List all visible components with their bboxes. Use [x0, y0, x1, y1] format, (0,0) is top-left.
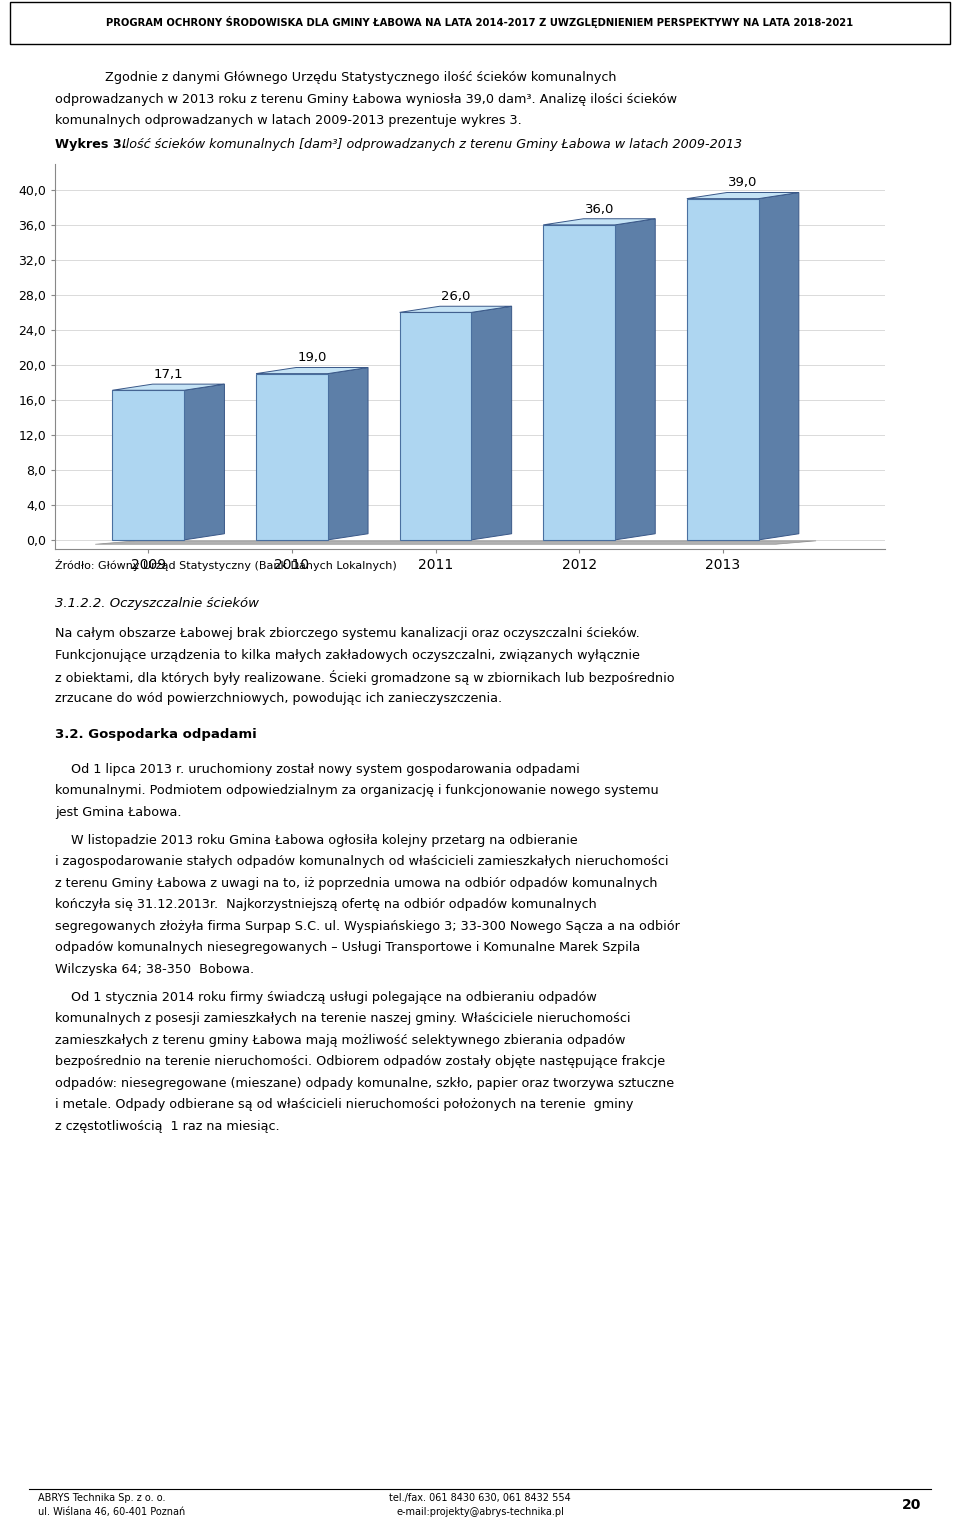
Text: 17,1: 17,1 [154, 368, 183, 382]
Text: Od 1 stycznia 2014 roku firmy świadczą usługi polegające na odbieraniu odpadów: Od 1 stycznia 2014 roku firmy świadczą u… [55, 991, 597, 1003]
Polygon shape [184, 385, 225, 540]
Text: z częstotliwością  1 raz na miesiąc.: z częstotliwością 1 raz na miesiąc. [55, 1120, 279, 1133]
Text: zamieszkałych z terenu gminy Łabowa mają możliwość selektywnego zbierania odpadó: zamieszkałych z terenu gminy Łabowa mają… [55, 1034, 625, 1047]
Bar [256, 374, 327, 540]
Text: bezpośrednio na terenie nieruchomości. Odbiorem odpadów zostały objęte następują: bezpośrednio na terenie nieruchomości. O… [55, 1056, 665, 1068]
Polygon shape [758, 192, 799, 540]
Text: ABRYS Technika Sp. z o. o.
ul. Wiślana 46, 60-401 Poznań: ABRYS Technika Sp. z o. o. ul. Wiślana 4… [38, 1493, 185, 1517]
Text: segregowanych złożyła firma Surpap S.C. ul. Wyspiańskiego 3; 33-300 Nowego Sącza: segregowanych złożyła firma Surpap S.C. … [55, 920, 680, 933]
Polygon shape [112, 385, 225, 391]
Text: 20: 20 [902, 1497, 922, 1513]
Text: komunalnych odprowadzanych w latach 2009-2013 prezentuje wykres 3.: komunalnych odprowadzanych w latach 2009… [55, 114, 521, 128]
Polygon shape [471, 306, 512, 540]
Text: z terenu Gminy Łabowa z uwagi na to, iż poprzednia umowa na odbiór odpadów komun: z terenu Gminy Łabowa z uwagi na to, iż … [55, 877, 658, 890]
Text: 26,0: 26,0 [441, 291, 470, 303]
Text: tel./fax. 061 8430 630, 061 8432 554
e-mail:projekty@abrys-technika.pl: tel./fax. 061 8430 630, 061 8432 554 e-m… [389, 1493, 571, 1517]
Text: W listopadzie 2013 roku Gmina Łabowa ogłosiła kolejny przetarg na odbieranie: W listopadzie 2013 roku Gmina Łabowa ogł… [55, 834, 578, 846]
Bar [686, 199, 758, 540]
Text: Wykres 3.: Wykres 3. [55, 139, 127, 151]
Text: i metale. Odpady odbierane są od właścicieli nieruchomości położonych na terenie: i metale. Odpady odbierane są od właścic… [55, 1099, 634, 1111]
Text: PROGRAM OCHRONY ŚRODOWISKA DLA GMINY ŁABOWA NA LATA 2014-2017 Z UWZGLĘDNIENIEM P: PROGRAM OCHRONY ŚRODOWISKA DLA GMINY ŁAB… [107, 17, 853, 28]
Text: odpadów komunalnych niesegregowanych – Usługi Transportowe i Komunalne Marek Szp: odpadów komunalnych niesegregowanych – U… [55, 942, 640, 954]
Text: odprowadzanych w 2013 roku z terenu Gminy Łabowa wyniosła 39,0 dam³. Analizę ilo: odprowadzanych w 2013 roku z terenu Gmin… [55, 92, 677, 106]
Polygon shape [543, 219, 656, 225]
Polygon shape [686, 192, 799, 199]
Text: jest Gmina Łabowa.: jest Gmina Łabowa. [55, 806, 181, 819]
Polygon shape [399, 306, 512, 312]
Text: 19,0: 19,0 [298, 351, 326, 365]
Text: Wilczyska 64; 38-350  Bobowa.: Wilczyska 64; 38-350 Bobowa. [55, 963, 254, 976]
Text: kończyła się 31.12.2013r.  Najkorzystniejszą ofertę na odbiór odpadów komunalnyc: kończyła się 31.12.2013r. Najkorzystniej… [55, 899, 597, 911]
Text: z obiektami, dla których były realizowane. Ścieki gromadzone są w zbiornikach lu: z obiektami, dla których były realizowan… [55, 671, 675, 685]
Bar [112, 391, 184, 540]
Text: Zgodnie z danymi Głównego Urzędu Statystycznego ilość ścieków komunalnych: Zgodnie z danymi Głównego Urzędu Statyst… [105, 71, 616, 85]
Bar [543, 225, 615, 540]
Text: komunalnych z posesji zamieszkałych na terenie naszej gminy. Właściciele nieruch: komunalnych z posesji zamieszkałych na t… [55, 1013, 631, 1025]
Text: 3.1.2.2. Oczyszczalnie ścieków: 3.1.2.2. Oczyszczalnie ścieków [55, 597, 259, 611]
Text: Źródło: Główny Urząd Statystyczny (Bank Danych Lokalnych): Źródło: Główny Urząd Statystyczny (Bank … [55, 559, 396, 571]
Polygon shape [615, 219, 656, 540]
Polygon shape [327, 368, 368, 540]
Text: komunalnymi. Podmiotem odpowiedzialnym za organizację i funkcjonowanie nowego sy: komunalnymi. Podmiotem odpowiedzialnym z… [55, 785, 659, 797]
Text: Ilość ścieków komunalnych [dam³] odprowadzanych z terenu Gminy Łabowa w latach 2: Ilość ścieków komunalnych [dam³] odprowa… [118, 139, 742, 151]
Text: Na całym obszarze Łabowej brak zbiorczego systemu kanalizacji oraz oczyszczalni : Na całym obszarze Łabowej brak zbiorczeg… [55, 628, 639, 640]
Text: odpadów: niesegregowane (mieszane) odpady komunalne, szkło, papier oraz tworzywa: odpadów: niesegregowane (mieszane) odpad… [55, 1077, 674, 1090]
Bar [399, 312, 471, 540]
Text: 39,0: 39,0 [728, 177, 757, 189]
Text: Funkcjonujące urządzenia to kilka małych zakładowych oczyszczalni, związanych wy: Funkcjonujące urządzenia to kilka małych… [55, 649, 640, 662]
Text: 3.2. Gospodarka odpadami: 3.2. Gospodarka odpadami [55, 728, 256, 742]
Text: zrzucane do wód powierzchniowych, powodując ich zanieczyszczenia.: zrzucane do wód powierzchniowych, powodu… [55, 693, 502, 705]
Text: Od 1 lipca 2013 r. uruchomiony został nowy system gospodarowania odpadami: Od 1 lipca 2013 r. uruchomiony został no… [55, 763, 580, 776]
Text: i zagospodarowanie stałych odpadów komunalnych od właścicieli zamieszkałych nier: i zagospodarowanie stałych odpadów komun… [55, 856, 668, 868]
Polygon shape [95, 540, 816, 545]
Polygon shape [256, 368, 368, 374]
Text: 36,0: 36,0 [585, 203, 614, 215]
